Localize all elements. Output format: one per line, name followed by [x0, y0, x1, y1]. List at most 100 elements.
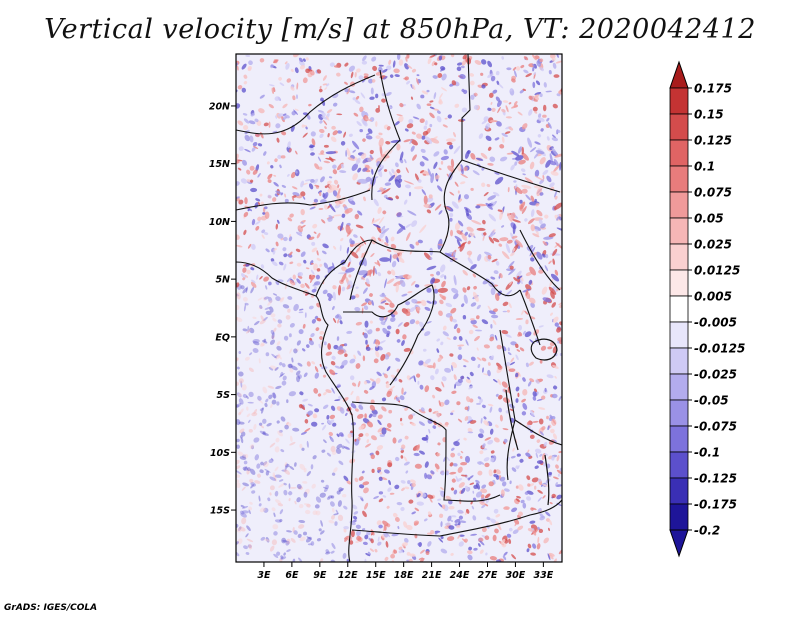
colorbar-label: -0.2: [694, 524, 720, 538]
velocity-speckle: [451, 201, 459, 209]
velocity-speckle: [311, 421, 318, 427]
velocity-speckle: [418, 557, 424, 560]
velocity-speckle: [305, 126, 308, 130]
velocity-speckle: [512, 223, 516, 235]
velocity-speckle: [346, 558, 350, 562]
velocity-speckle: [311, 288, 317, 293]
velocity-speckle: [349, 540, 354, 545]
velocity-speckle: [463, 194, 470, 200]
velocity-speckle: [438, 310, 443, 316]
velocity-speckle: [487, 107, 492, 111]
velocity-speckle: [533, 152, 539, 159]
velocity-speckle: [423, 518, 428, 522]
velocity-speckle: [407, 291, 413, 294]
velocity-speckle: [483, 344, 490, 349]
velocity-speckle: [301, 447, 305, 451]
velocity-speckle: [440, 65, 446, 71]
velocity-speckle: [268, 367, 274, 371]
velocity-speckle: [327, 266, 334, 270]
velocity-speckle: [453, 131, 456, 138]
velocity-speckle: [302, 398, 308, 402]
velocity-speckle: [310, 178, 315, 183]
velocity-speckle: [338, 315, 342, 320]
velocity-speckle: [424, 136, 433, 144]
velocity-speckle: [313, 281, 321, 286]
velocity-speckle: [307, 410, 314, 416]
velocity-speckle: [261, 229, 266, 234]
velocity-speckle: [248, 367, 254, 373]
velocity-speckle: [369, 385, 375, 391]
velocity-speckle: [516, 453, 521, 457]
velocity-speckle: [440, 341, 444, 346]
velocity-speckle: [472, 490, 475, 494]
velocity-speckle: [505, 243, 511, 254]
velocity-speckle: [238, 526, 242, 531]
velocity-speckle: [539, 157, 546, 165]
velocity-speckle: [238, 351, 242, 354]
velocity-speckle: [548, 527, 550, 532]
velocity-speckle: [450, 365, 454, 372]
velocity-speckle: [351, 504, 358, 510]
velocity-speckle: [319, 133, 324, 139]
velocity-speckle: [385, 141, 391, 145]
velocity-speckle: [298, 57, 304, 63]
velocity-speckle: [308, 236, 315, 241]
lat-tick-label: EQ: [215, 332, 230, 343]
velocity-speckle: [490, 324, 493, 329]
velocity-speckle: [240, 178, 248, 184]
velocity-speckle: [377, 536, 380, 542]
velocity-speckle: [394, 484, 400, 490]
velocity-speckle: [456, 401, 461, 406]
velocity-speckle: [369, 378, 375, 382]
velocity-speckle: [302, 77, 308, 84]
velocity-speckle: [343, 446, 350, 450]
velocity-speckle: [449, 217, 453, 222]
velocity-speckle: [411, 220, 418, 227]
velocity-speckle: [555, 464, 559, 469]
velocity-speckle: [495, 96, 501, 102]
velocity-speckle: [331, 355, 336, 360]
velocity-speckle: [294, 67, 299, 74]
map-title: Vertical velocity [m/s] at 850hPa, VT: 2…: [44, 14, 756, 45]
velocity-speckle: [321, 112, 326, 117]
velocity-speckle: [280, 449, 285, 453]
velocity-speckle: [267, 194, 272, 199]
velocity-speckle: [242, 466, 248, 471]
velocity-speckle: [293, 530, 298, 535]
velocity-speckle: [304, 488, 310, 495]
velocity-speckle: [326, 415, 330, 420]
velocity-speckle: [525, 194, 532, 201]
velocity-speckle: [258, 306, 263, 310]
velocity-speckle: [404, 486, 410, 490]
velocity-speckle: [248, 509, 251, 515]
velocity-speckle: [328, 519, 335, 524]
velocity-speckle: [300, 283, 305, 289]
velocity-speckle: [243, 304, 247, 312]
velocity-speckle: [419, 161, 425, 167]
velocity-speckle: [481, 527, 487, 533]
velocity-speckle: [521, 184, 532, 189]
velocity-speckle: [437, 185, 443, 192]
velocity-speckle: [294, 500, 297, 505]
velocity-speckle: [400, 455, 404, 459]
velocity-speckle: [480, 488, 488, 494]
velocity-speckle: [460, 375, 465, 380]
velocity-speckle: [546, 175, 552, 183]
velocity-speckle: [505, 333, 512, 338]
velocity-speckle: [438, 502, 443, 508]
velocity-speckle: [306, 503, 311, 508]
border-ethiopia: [519, 229, 561, 291]
velocity-speckle: [449, 191, 455, 196]
velocity-speckle: [481, 504, 486, 509]
velocity-speckle: [501, 225, 505, 228]
velocity-speckle: [310, 269, 315, 275]
velocity-speckle: [302, 132, 308, 138]
velocity-speckle: [343, 343, 348, 347]
velocity-speckle: [238, 146, 244, 151]
velocity-speckle: [514, 161, 518, 166]
velocity-speckle: [308, 305, 314, 310]
velocity-speckle: [253, 437, 260, 443]
velocity-speckle: [254, 118, 259, 123]
velocity-speckle: [519, 89, 525, 94]
